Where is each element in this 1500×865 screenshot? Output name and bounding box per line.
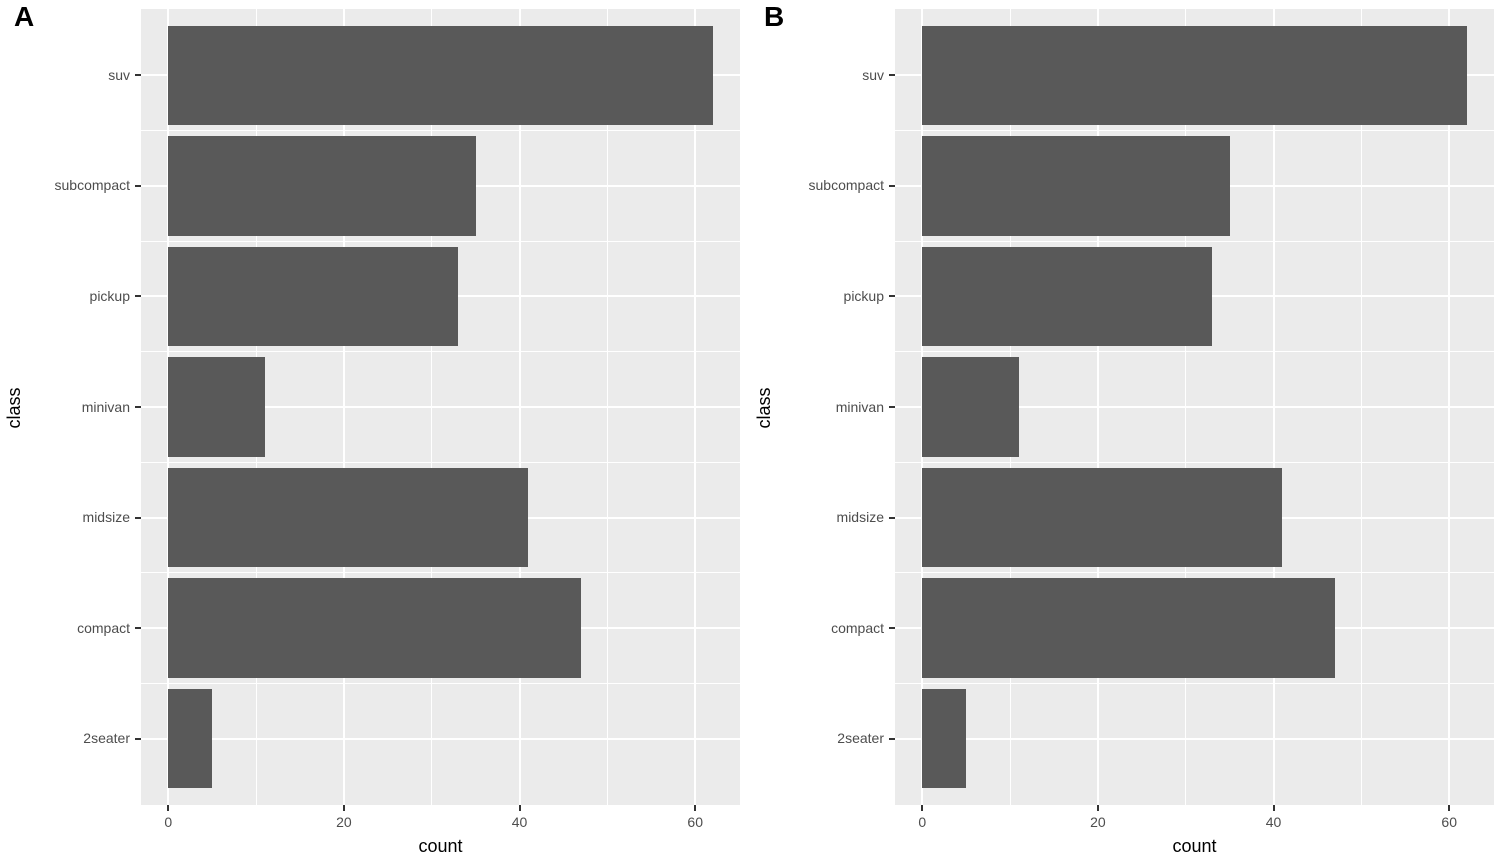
y-tick-label: compact xyxy=(831,619,884,636)
minor-gridline-horizontal xyxy=(141,461,740,463)
y-axis-tick xyxy=(889,74,895,77)
x-tick-label: 40 xyxy=(511,814,528,830)
y-tick-label: suv xyxy=(862,66,884,83)
facet-panel-b: B class count 0 20 40 60 suv subcompact pickup… xyxy=(750,0,1500,865)
bar-midsize xyxy=(168,467,529,568)
bar-subcompact xyxy=(922,136,1230,236)
x-axis-tick xyxy=(167,805,170,811)
y-axis-tick xyxy=(135,627,141,630)
x-tick-label: 40 xyxy=(1265,814,1282,830)
y-axis-tick xyxy=(135,74,141,77)
bar-pickup xyxy=(168,246,459,347)
x-axis-title: count xyxy=(418,836,463,856)
y-axis-tick xyxy=(889,627,895,630)
x-tick-label: 20 xyxy=(336,814,352,830)
y-tick-label: subcompact xyxy=(808,177,884,194)
y-tick-label: minivan xyxy=(835,398,884,415)
y-axis-tick xyxy=(889,184,895,187)
x-tick-label: 0 xyxy=(918,814,927,830)
minor-gridline-horizontal xyxy=(895,240,1494,242)
minor-gridline-horizontal xyxy=(895,682,1494,684)
facet-label: B xyxy=(764,1,785,32)
x-axis-title: count xyxy=(1172,836,1217,856)
bar-compact xyxy=(922,578,1336,678)
bar-2seater xyxy=(168,688,213,789)
bar-midsize xyxy=(922,467,1283,568)
minor-gridline-horizontal xyxy=(895,572,1494,574)
bar-suv xyxy=(168,25,713,126)
bar-suv xyxy=(922,25,1467,126)
y-tick-label: subcompact xyxy=(54,177,130,194)
y-tick-label: midsize xyxy=(82,509,130,526)
minor-gridline-horizontal xyxy=(895,461,1494,463)
minor-gridline-horizontal xyxy=(141,351,740,353)
y-tick-label: compact xyxy=(77,619,130,636)
y-axis-tick xyxy=(889,516,895,519)
bar-compact xyxy=(168,578,582,678)
x-tick-label: 0 xyxy=(164,814,173,830)
x-axis-tick xyxy=(1272,805,1275,811)
bar-2seater xyxy=(922,688,967,789)
facet-label: A xyxy=(14,1,35,32)
major-gridline-horizontal xyxy=(895,406,1494,408)
x-axis-tick xyxy=(694,805,697,811)
minor-gridline-horizontal xyxy=(141,130,740,132)
facet-panel-a: A class count 0 20 40 60 suv subcompact pickup… xyxy=(4,1,740,856)
minor-gridline-horizontal xyxy=(895,351,1494,353)
bar-minivan xyxy=(922,357,1019,457)
y-tick-label: midsize xyxy=(836,509,884,526)
x-tick-label: 20 xyxy=(1090,814,1106,830)
y-axis-tick xyxy=(135,737,141,740)
x-tick-label: 60 xyxy=(1441,814,1457,830)
x-axis-tick xyxy=(1448,805,1451,811)
bar-subcompact xyxy=(168,136,476,236)
y-axis-tick xyxy=(135,516,141,519)
minor-gridline-horizontal xyxy=(141,572,740,574)
major-gridline-horizontal xyxy=(141,737,740,740)
y-axis-tick xyxy=(889,295,895,298)
y-axis-tick xyxy=(135,184,141,187)
y-tick-label: minivan xyxy=(81,398,130,415)
plot-panel xyxy=(895,9,1494,805)
major-gridline-horizontal xyxy=(895,737,1494,740)
bar-minivan xyxy=(168,357,265,457)
x-axis-tick xyxy=(342,805,345,811)
y-tick-label: 2seater xyxy=(837,730,884,747)
plot-panel xyxy=(141,9,740,805)
y-axis-tick xyxy=(889,406,895,408)
major-gridline-horizontal xyxy=(141,406,740,408)
y-tick-label: pickup xyxy=(89,287,130,304)
minor-gridline-horizontal xyxy=(141,240,740,242)
x-axis-tick xyxy=(1096,805,1099,811)
bar-pickup xyxy=(922,246,1213,347)
minor-gridline-horizontal xyxy=(141,682,740,684)
y-axis-tick xyxy=(135,406,141,408)
y-tick-label: suv xyxy=(108,66,130,83)
y-tick-label: pickup xyxy=(843,287,884,304)
x-axis-tick xyxy=(921,805,924,811)
x-axis-tick xyxy=(518,805,521,811)
y-axis-tick xyxy=(889,737,895,740)
minor-gridline-horizontal xyxy=(895,130,1494,132)
y-axis-tick xyxy=(135,295,141,298)
x-tick-label: 60 xyxy=(687,814,703,830)
y-tick-label: 2seater xyxy=(83,730,130,747)
